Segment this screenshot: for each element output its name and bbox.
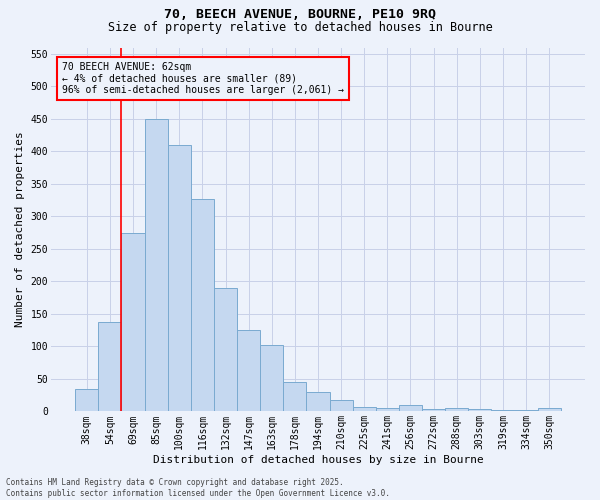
X-axis label: Distribution of detached houses by size in Bourne: Distribution of detached houses by size … [152,455,484,465]
Bar [468,409,491,412]
Bar [491,410,514,412]
Bar [307,392,329,411]
Bar [260,345,283,412]
Y-axis label: Number of detached properties: Number of detached properties [15,132,25,328]
Bar [121,232,145,412]
Bar [445,408,468,412]
Text: 70, BEECH AVENUE, BOURNE, PE10 9RQ: 70, BEECH AVENUE, BOURNE, PE10 9RQ [164,8,436,20]
Bar [75,388,98,411]
Bar [237,330,260,411]
Bar [376,408,399,412]
Text: Contains HM Land Registry data © Crown copyright and database right 2025.
Contai: Contains HM Land Registry data © Crown c… [6,478,390,498]
Bar [145,119,168,412]
Bar [514,410,538,412]
Bar [214,288,237,412]
Bar [353,407,376,412]
Bar [191,199,214,412]
Bar [422,410,445,412]
Bar [399,405,422,411]
Bar [329,400,353,411]
Text: 70 BEECH AVENUE: 62sqm
← 4% of detached houses are smaller (89)
96% of semi-deta: 70 BEECH AVENUE: 62sqm ← 4% of detached … [62,62,344,96]
Text: Size of property relative to detached houses in Bourne: Size of property relative to detached ho… [107,21,493,34]
Bar [538,408,561,412]
Bar [168,145,191,411]
Bar [98,322,121,412]
Bar [283,382,307,412]
